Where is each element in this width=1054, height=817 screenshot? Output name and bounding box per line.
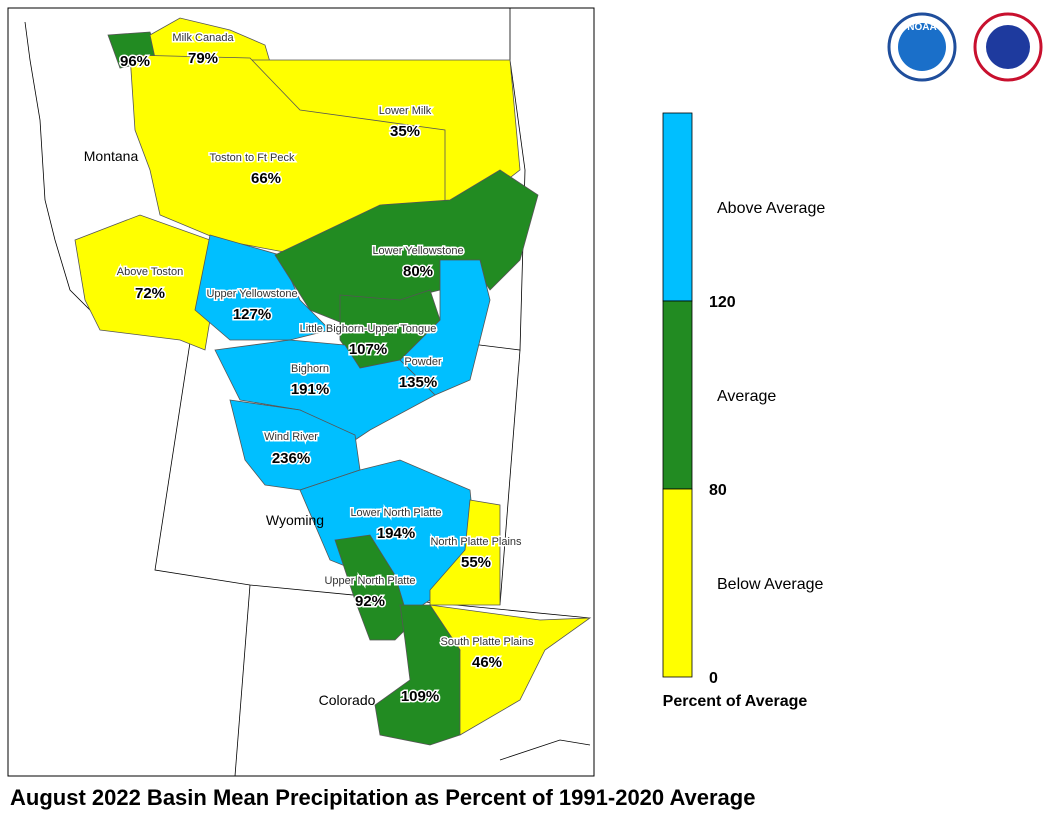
- legend-swatch: [662, 488, 693, 678]
- basin-name: South Platte Plains: [441, 636, 534, 648]
- state-label: Montana: [84, 148, 139, 164]
- basin-name: Little Bighorn-Upper Tongue: [300, 323, 437, 335]
- basin-value: 66%: [251, 170, 281, 187]
- basin-name: Upper North Platte: [324, 575, 415, 587]
- basin-name: Milk Canada: [172, 32, 234, 44]
- basin-value: 79%: [188, 50, 218, 67]
- basin-value: 194%: [377, 525, 415, 542]
- basin-value: 72%: [135, 285, 165, 302]
- nws-logo-inner: [986, 25, 1030, 69]
- basin: [74, 214, 216, 351]
- legend-swatch: [662, 300, 693, 490]
- logos: NOAA: [887, 12, 1043, 82]
- basin-value: 55%: [461, 554, 491, 571]
- basin: [214, 339, 436, 441]
- basin-name: North Platte Plains: [430, 536, 522, 548]
- labels: Montana Wyoming Colorado 96% Milk Canada…: [84, 31, 536, 709]
- basin-name: Lower Milk: [379, 105, 432, 117]
- basin-name: Powder: [404, 356, 442, 368]
- legend-tick: 120: [709, 294, 736, 311]
- basin-value: 191%: [291, 381, 329, 398]
- basin-value: 35%: [390, 123, 420, 140]
- legend-title: Percent of Average: [663, 693, 808, 710]
- basin-name: Bighorn: [291, 363, 329, 375]
- legend-label: Below Average: [717, 576, 824, 593]
- legend-tick: 0: [709, 670, 718, 687]
- basin-value: 135%: [399, 374, 437, 391]
- legend: Percent of Average Above Average Average B…: [662, 112, 825, 710]
- basin-name: Lower Yellowstone: [372, 245, 463, 257]
- basin-name: Above Toston: [117, 266, 183, 278]
- basin-name: Upper Yellowstone: [206, 288, 297, 300]
- title: August 2022 Basin Mean Precipitation as …: [10, 785, 755, 810]
- basin-value: 107%: [349, 341, 387, 358]
- basin-value: 96%: [120, 53, 150, 70]
- legend-tick: 80: [709, 482, 727, 499]
- basin-value: 127%: [233, 306, 271, 323]
- basin-name: Lower North Platte: [350, 507, 441, 519]
- legend-label: Average: [717, 388, 776, 405]
- basin-value: 46%: [472, 654, 502, 671]
- legend-swatch: [662, 112, 693, 302]
- basins: [74, 17, 592, 746]
- basin: [374, 604, 461, 746]
- basin-value: 92%: [355, 593, 385, 610]
- state-label: Wyoming: [266, 512, 324, 528]
- basin-value: 80%: [403, 263, 433, 280]
- noaa-logo-inner: [898, 23, 946, 71]
- legend-label: Above Average: [717, 200, 825, 217]
- state-label: Colorado: [319, 692, 376, 708]
- noaa-text: NOAA: [907, 22, 936, 33]
- basin-value: 236%: [272, 450, 310, 467]
- basin-name: Wind River: [264, 431, 318, 443]
- basin-value: 109%: [401, 688, 439, 705]
- basin: [334, 534, 411, 641]
- basin-name: Toston to Ft Peck: [210, 152, 295, 164]
